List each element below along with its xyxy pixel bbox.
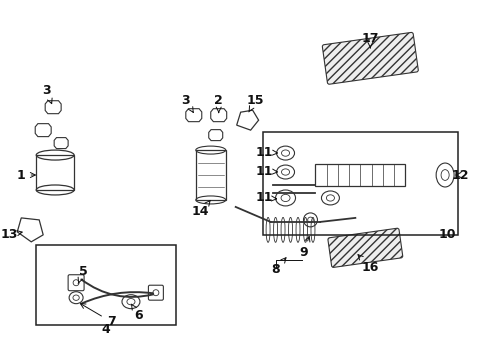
- Text: 3: 3: [181, 94, 193, 112]
- Bar: [262, 132, 457, 235]
- Text: 16: 16: [357, 255, 378, 274]
- Text: 9: 9: [299, 237, 309, 259]
- Text: 10: 10: [437, 228, 455, 241]
- Text: 3: 3: [42, 84, 52, 104]
- Text: 11: 11: [255, 145, 277, 158]
- Text: 5: 5: [78, 265, 87, 284]
- Text: 7: 7: [80, 303, 115, 328]
- Text: 8: 8: [271, 258, 285, 276]
- Text: 2: 2: [214, 94, 223, 112]
- Text: 11: 11: [255, 165, 277, 177]
- FancyBboxPatch shape: [322, 32, 417, 84]
- Bar: [195, 150, 225, 200]
- Text: 13: 13: [0, 228, 22, 241]
- Text: 12: 12: [450, 168, 468, 181]
- Text: 17: 17: [361, 32, 378, 48]
- Text: 1: 1: [17, 168, 35, 181]
- Text: 6: 6: [131, 304, 143, 322]
- Bar: [36, 245, 176, 325]
- FancyBboxPatch shape: [327, 228, 402, 267]
- Bar: [315, 164, 405, 186]
- Text: 11: 11: [255, 192, 276, 204]
- Bar: [36, 155, 74, 190]
- Text: 4: 4: [102, 323, 110, 336]
- Text: 14: 14: [192, 201, 210, 219]
- Text: 15: 15: [246, 94, 264, 112]
